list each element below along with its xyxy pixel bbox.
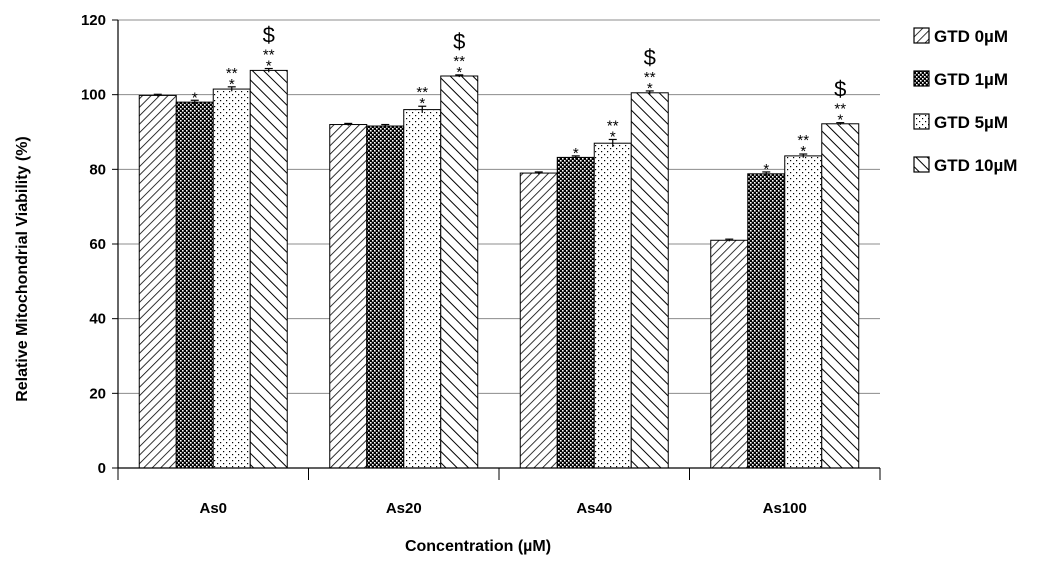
bar <box>212 88 251 469</box>
significance-star: * <box>192 89 198 106</box>
y-tick-label: 80 <box>89 161 106 178</box>
significance-star: * <box>800 143 806 160</box>
significance-dollar: $ <box>453 29 465 54</box>
significance-star: ** <box>416 84 428 101</box>
bar <box>403 109 442 469</box>
legend-label: GTD 0µM <box>934 27 1008 46</box>
bar <box>556 156 595 469</box>
x-tick-label: As40 <box>576 500 612 517</box>
significance-star: ** <box>263 47 275 64</box>
bar <box>366 125 405 469</box>
significance-star: ** <box>453 53 465 70</box>
significance-dollar: $ <box>834 77 846 102</box>
bar <box>519 172 558 469</box>
significance-star: ** <box>797 132 809 149</box>
y-tick-label: 40 <box>89 311 106 328</box>
bar <box>710 239 749 469</box>
significance-star: * <box>266 58 272 75</box>
y-tick-label: 0 <box>98 460 106 477</box>
significance-star: * <box>763 161 769 178</box>
bars-layer: **** ***$******$*******$*******$ <box>138 23 860 469</box>
bar <box>630 92 669 469</box>
significance-star: ** <box>834 101 846 118</box>
y-axis-ticks: 0 20 40 60 80 100 120 <box>81 12 118 477</box>
significance-star: * <box>573 145 579 162</box>
significance-star: * <box>610 128 616 145</box>
x-tick-label: As100 <box>763 500 807 517</box>
bar <box>175 101 214 469</box>
x-tick-label: As20 <box>386 500 422 517</box>
y-tick-label: 20 <box>89 385 106 402</box>
legend-label: GTD 5µM <box>934 113 1008 132</box>
significance-dollar: $ <box>263 23 275 48</box>
bar <box>249 69 288 469</box>
legend: GTD 0µM GTD 1µM GTD 5µM GTD 10µM <box>913 27 1017 175</box>
significance-star: ** <box>607 117 619 134</box>
x-tick-label: As0 <box>199 500 227 517</box>
bar <box>784 155 823 469</box>
legend-label: GTD 1µM <box>934 70 1008 89</box>
bar <box>747 173 786 469</box>
significance-star: ** <box>644 69 656 86</box>
significance-star: * <box>837 112 843 129</box>
significance-star: * <box>419 95 425 112</box>
bar <box>593 142 632 469</box>
bar <box>329 124 368 469</box>
legend-swatch <box>913 156 930 173</box>
significance-star: * <box>229 76 235 93</box>
legend-swatch <box>913 113 930 130</box>
legend-swatch <box>913 27 930 44</box>
legend-label: GTD 10µM <box>934 156 1017 175</box>
significance-star: ** <box>226 65 238 82</box>
significance-star: * <box>456 64 462 81</box>
bar <box>440 75 479 469</box>
bar <box>138 94 177 469</box>
significance-dollar: $ <box>644 45 656 70</box>
y-axis-title: Relative Mitochondrial Viability (%) <box>14 136 31 402</box>
y-tick-label: 120 <box>81 12 106 29</box>
bar <box>821 123 860 469</box>
y-tick-label: 100 <box>81 87 106 104</box>
y-tick-label: 60 <box>89 236 106 253</box>
x-axis-title: Concentration (µM) <box>405 538 551 555</box>
x-axis-ticks: As0 As20 As40 As100 <box>117 468 881 517</box>
legend-swatch <box>913 70 930 87</box>
significance-star: * <box>647 80 653 97</box>
